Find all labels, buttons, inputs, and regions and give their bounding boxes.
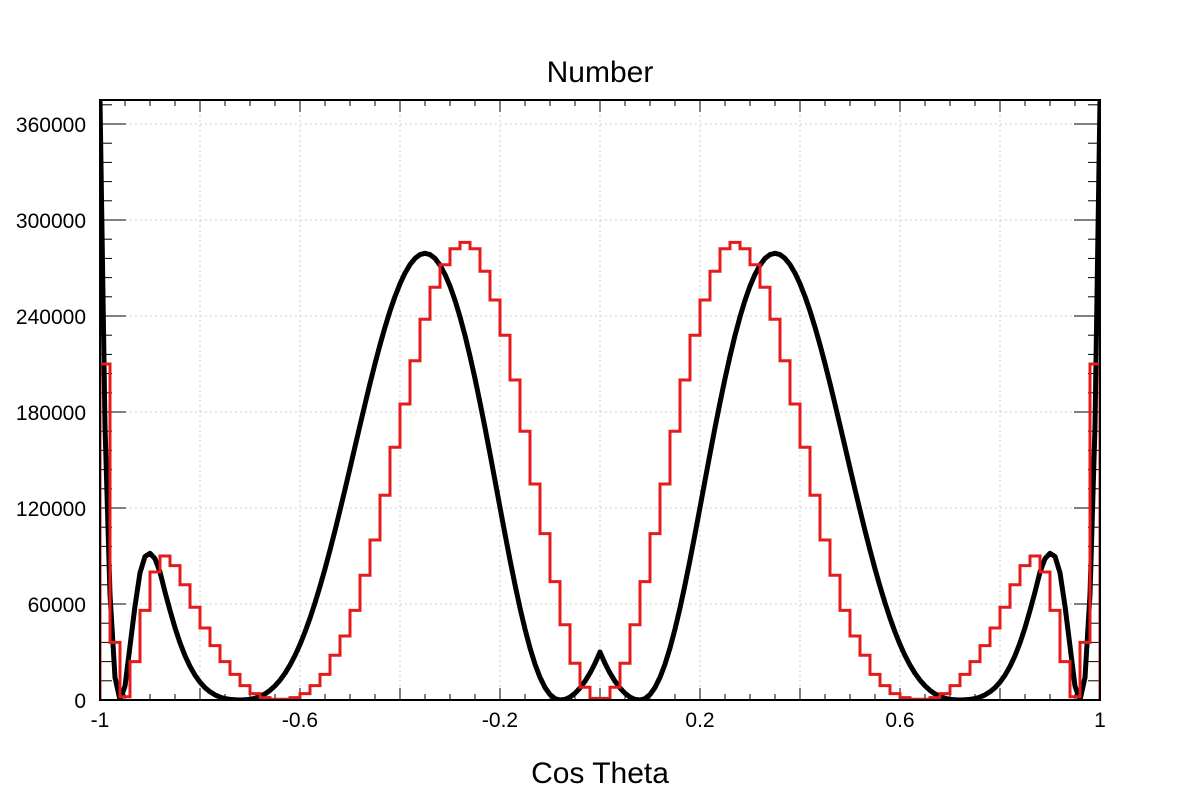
x-tick-label: -0.2 xyxy=(482,709,518,732)
y-tick-label: 60000 xyxy=(28,594,86,617)
x-tick-label: 0.2 xyxy=(685,709,714,732)
y-tick-label: 300000 xyxy=(16,210,86,233)
x-axis-label: Cos Theta xyxy=(531,757,669,790)
chart-title: Number xyxy=(547,56,654,89)
tick-labels: -1 -0.6 -0.2 0.2 0.6 1 0 60000 120000 180000 24000… xyxy=(16,114,1106,732)
y-tick-label: 360000 xyxy=(16,114,86,137)
plot-series xyxy=(100,100,1100,700)
x-tick-label: -1 xyxy=(91,709,110,732)
grid-lines xyxy=(100,100,1100,700)
y-tick-label: 120000 xyxy=(16,498,86,521)
x-tick-label: 1 xyxy=(1094,709,1106,732)
series-curve xyxy=(100,100,1100,700)
y-tick-label: 180000 xyxy=(16,402,86,425)
x-tick-label: 0.6 xyxy=(885,709,914,732)
x-tick-label: -0.6 xyxy=(282,709,318,732)
y-tick-label: 240000 xyxy=(16,306,86,329)
series-histogram xyxy=(100,240,1100,700)
plot-frame xyxy=(99,99,1101,701)
y-tick-label: 0 xyxy=(74,690,86,713)
